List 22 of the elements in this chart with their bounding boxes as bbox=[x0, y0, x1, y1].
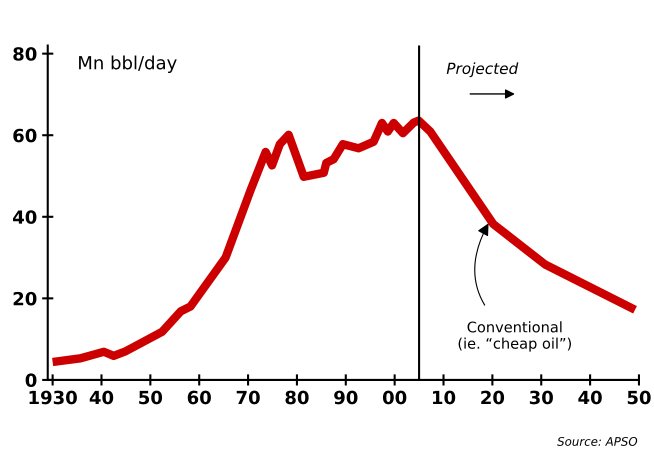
y-tick-label: 80 bbox=[13, 47, 36, 61]
source-note: Source: APSO bbox=[557, 436, 638, 446]
y-tick-label: 20 bbox=[14, 292, 36, 306]
x-tick-label: 70 bbox=[236, 390, 260, 404]
y-axis-title: Mn bbl/day bbox=[79, 56, 177, 74]
x-tick-label: 20 bbox=[481, 390, 504, 404]
x-tick-label: 50 bbox=[628, 390, 651, 404]
annotation: Conventional (ie. “cheap oil”) bbox=[458, 321, 571, 352]
y-tick-label: 0 bbox=[26, 373, 36, 388]
x-tick-label: 40 bbox=[578, 390, 602, 404]
x-tick-label: 60 bbox=[188, 390, 211, 404]
x-tick-label: 30 bbox=[530, 390, 553, 404]
x-tick-label: 90 bbox=[334, 390, 358, 404]
y-tick-label: 60 bbox=[13, 128, 36, 142]
x-tick-label: 50 bbox=[139, 390, 162, 404]
x-tick-label: 1930 bbox=[30, 390, 77, 404]
x-tick-label: 40 bbox=[90, 390, 114, 404]
x-tick-label: 10 bbox=[432, 390, 456, 404]
x-tick-label: 00 bbox=[382, 390, 406, 404]
x-tick-label: 80 bbox=[285, 390, 309, 404]
annotation: Projected bbox=[446, 62, 518, 78]
y-tick-label: 40 bbox=[13, 210, 36, 224]
